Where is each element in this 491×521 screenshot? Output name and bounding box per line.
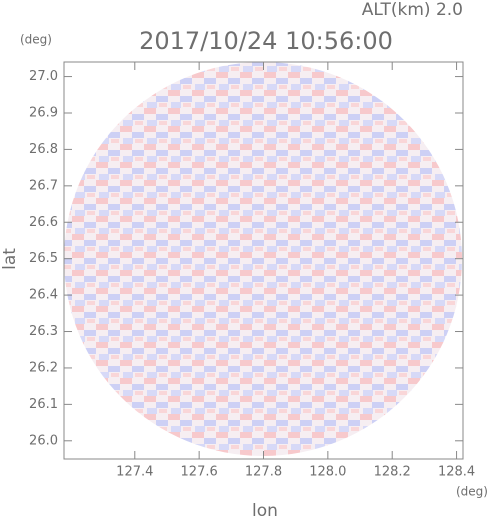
x-tick-label: 128.2 xyxy=(374,465,411,480)
radar-disk xyxy=(64,62,462,456)
x-tick-label: 128.0 xyxy=(309,465,346,480)
x-tick-label: 127.6 xyxy=(181,465,218,480)
y-axis-label: lat xyxy=(0,248,20,270)
y-tick-label: 26.3 xyxy=(29,324,58,339)
x-tick-label: 128.4 xyxy=(438,465,475,480)
y-tick-label: 26.5 xyxy=(29,251,58,266)
x-axis-label: lon xyxy=(252,501,278,521)
x-tick-label: 127.8 xyxy=(245,465,282,480)
chart-title: 2017/10/24 10:56:00 xyxy=(139,27,393,55)
subtitle: ALT(km) 2.0 xyxy=(362,0,463,20)
y-tick-label: 26.2 xyxy=(29,360,58,375)
x-unit: (deg) xyxy=(456,485,488,499)
x-tick-label: 127.4 xyxy=(116,465,153,480)
y-tick-label: 26.1 xyxy=(29,397,58,412)
y-tick-label: 26.9 xyxy=(29,105,58,120)
plot-area xyxy=(63,61,464,460)
y-tick-label: 26.4 xyxy=(29,288,58,303)
y-tick-label: 26.7 xyxy=(29,178,58,193)
y-tick-label: 27.0 xyxy=(29,69,58,84)
y-tick-label: 26.8 xyxy=(29,142,58,157)
y-tick-label: 26.6 xyxy=(29,215,58,230)
y-unit: (deg) xyxy=(20,33,52,47)
y-tick-label: 26.0 xyxy=(29,433,58,448)
